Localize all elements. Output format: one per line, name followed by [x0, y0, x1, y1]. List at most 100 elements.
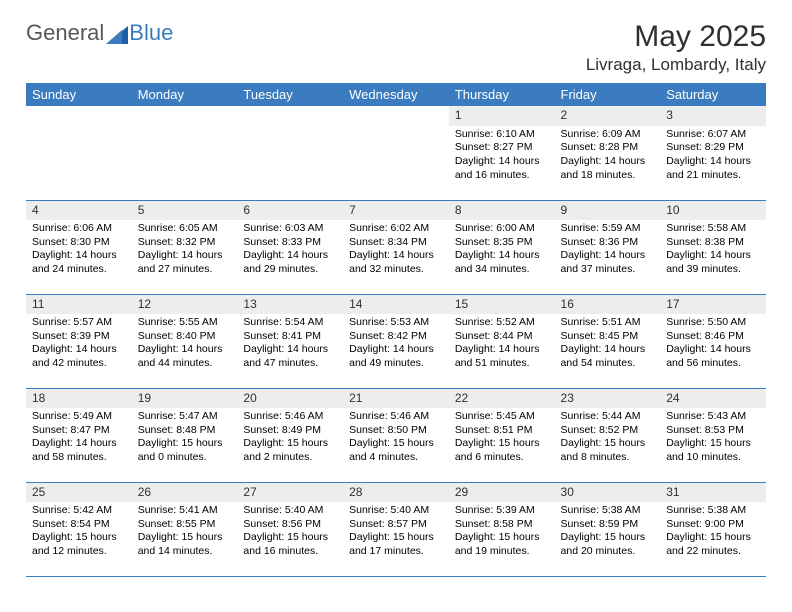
- calendar-cell: 27Sunrise: 5:40 AMSunset: 8:56 PMDayligh…: [237, 482, 343, 576]
- sunrise-text: Sunrise: 5:38 AM: [666, 504, 760, 518]
- day-number: 31: [660, 483, 766, 503]
- sunrise-text: Sunrise: 5:54 AM: [243, 316, 337, 330]
- day-number: 18: [26, 389, 132, 409]
- sunset-text: Sunset: 8:36 PM: [561, 236, 655, 250]
- calendar-cell: 18Sunrise: 5:49 AMSunset: 8:47 PMDayligh…: [26, 388, 132, 482]
- day-details: Sunrise: 5:47 AMSunset: 8:48 PMDaylight:…: [132, 408, 238, 469]
- sunrise-text: Sunrise: 6:09 AM: [561, 128, 655, 142]
- header: General Blue May 2025 Livraga, Lombardy,…: [26, 20, 766, 75]
- day-number: 9: [555, 201, 661, 221]
- day-number: 27: [237, 483, 343, 503]
- calendar-cell: 21Sunrise: 5:46 AMSunset: 8:50 PMDayligh…: [343, 388, 449, 482]
- day-details: Sunrise: 5:46 AMSunset: 8:50 PMDaylight:…: [343, 408, 449, 469]
- day-number: 15: [449, 295, 555, 315]
- day-number: 3: [660, 106, 766, 126]
- sunrise-text: Sunrise: 5:51 AM: [561, 316, 655, 330]
- calendar-cell: [237, 106, 343, 200]
- daylight-text: Daylight: 14 hours and 39 minutes.: [666, 249, 760, 276]
- daylight-text: Daylight: 15 hours and 12 minutes.: [32, 531, 126, 558]
- day-header: Friday: [555, 83, 661, 106]
- day-number: 30: [555, 483, 661, 503]
- sunrise-text: Sunrise: 5:53 AM: [349, 316, 443, 330]
- day-details: Sunrise: 5:38 AMSunset: 9:00 PMDaylight:…: [660, 502, 766, 563]
- sunset-text: Sunset: 8:51 PM: [455, 424, 549, 438]
- calendar-cell: 25Sunrise: 5:42 AMSunset: 8:54 PMDayligh…: [26, 482, 132, 576]
- day-number: 17: [660, 295, 766, 315]
- day-details: Sunrise: 5:58 AMSunset: 8:38 PMDaylight:…: [660, 220, 766, 281]
- sunrise-text: Sunrise: 5:46 AM: [349, 410, 443, 424]
- calendar-cell: 19Sunrise: 5:47 AMSunset: 8:48 PMDayligh…: [132, 388, 238, 482]
- day-number: 11: [26, 295, 132, 315]
- daylight-text: Daylight: 14 hours and 47 minutes.: [243, 343, 337, 370]
- logo-sail-icon: [106, 24, 128, 42]
- calendar-cell: 16Sunrise: 5:51 AMSunset: 8:45 PMDayligh…: [555, 294, 661, 388]
- sunrise-text: Sunrise: 5:40 AM: [349, 504, 443, 518]
- day-number: 6: [237, 201, 343, 221]
- calendar-cell: 31Sunrise: 5:38 AMSunset: 9:00 PMDayligh…: [660, 482, 766, 576]
- sunset-text: Sunset: 8:54 PM: [32, 518, 126, 532]
- sunset-text: Sunset: 8:48 PM: [138, 424, 232, 438]
- day-number: 20: [237, 389, 343, 409]
- calendar-cell: 6Sunrise: 6:03 AMSunset: 8:33 PMDaylight…: [237, 200, 343, 294]
- sunrise-text: Sunrise: 6:00 AM: [455, 222, 549, 236]
- day-number: 5: [132, 201, 238, 221]
- sunrise-text: Sunrise: 5:57 AM: [32, 316, 126, 330]
- daylight-text: Daylight: 14 hours and 51 minutes.: [455, 343, 549, 370]
- calendar-cell: 14Sunrise: 5:53 AMSunset: 8:42 PMDayligh…: [343, 294, 449, 388]
- day-details: Sunrise: 6:05 AMSunset: 8:32 PMDaylight:…: [132, 220, 238, 281]
- day-number: 1: [449, 106, 555, 126]
- daylight-text: Daylight: 14 hours and 16 minutes.: [455, 155, 549, 182]
- sunset-text: Sunset: 8:33 PM: [243, 236, 337, 250]
- daylight-text: Daylight: 15 hours and 16 minutes.: [243, 531, 337, 558]
- daylight-text: Daylight: 14 hours and 49 minutes.: [349, 343, 443, 370]
- calendar-cell: 13Sunrise: 5:54 AMSunset: 8:41 PMDayligh…: [237, 294, 343, 388]
- calendar-cell: 1Sunrise: 6:10 AMSunset: 8:27 PMDaylight…: [449, 106, 555, 200]
- day-details: Sunrise: 5:52 AMSunset: 8:44 PMDaylight:…: [449, 314, 555, 375]
- day-details: Sunrise: 6:00 AMSunset: 8:35 PMDaylight:…: [449, 220, 555, 281]
- daylight-text: Daylight: 15 hours and 10 minutes.: [666, 437, 760, 464]
- day-number: 26: [132, 483, 238, 503]
- calendar-cell: 9Sunrise: 5:59 AMSunset: 8:36 PMDaylight…: [555, 200, 661, 294]
- sunrise-text: Sunrise: 5:46 AM: [243, 410, 337, 424]
- day-number: 4: [26, 201, 132, 221]
- sunset-text: Sunset: 8:39 PM: [32, 330, 126, 344]
- day-number: 28: [343, 483, 449, 503]
- calendar-cell: 3Sunrise: 6:07 AMSunset: 8:29 PMDaylight…: [660, 106, 766, 200]
- sunrise-text: Sunrise: 5:47 AM: [138, 410, 232, 424]
- daylight-text: Daylight: 15 hours and 6 minutes.: [455, 437, 549, 464]
- daylight-text: Daylight: 15 hours and 8 minutes.: [561, 437, 655, 464]
- calendar-cell: 8Sunrise: 6:00 AMSunset: 8:35 PMDaylight…: [449, 200, 555, 294]
- sunset-text: Sunset: 8:27 PM: [455, 141, 549, 155]
- calendar-week: 11Sunrise: 5:57 AMSunset: 8:39 PMDayligh…: [26, 294, 766, 388]
- day-details: Sunrise: 5:43 AMSunset: 8:53 PMDaylight:…: [660, 408, 766, 469]
- sunset-text: Sunset: 8:59 PM: [561, 518, 655, 532]
- sunset-text: Sunset: 8:32 PM: [138, 236, 232, 250]
- daylight-text: Daylight: 14 hours and 58 minutes.: [32, 437, 126, 464]
- day-number: 25: [26, 483, 132, 503]
- calendar-cell: 2Sunrise: 6:09 AMSunset: 8:28 PMDaylight…: [555, 106, 661, 200]
- day-number: 19: [132, 389, 238, 409]
- day-details: Sunrise: 5:46 AMSunset: 8:49 PMDaylight:…: [237, 408, 343, 469]
- day-details: Sunrise: 5:57 AMSunset: 8:39 PMDaylight:…: [26, 314, 132, 375]
- sunrise-text: Sunrise: 5:38 AM: [561, 504, 655, 518]
- sunrise-text: Sunrise: 5:50 AM: [666, 316, 760, 330]
- daylight-text: Daylight: 14 hours and 34 minutes.: [455, 249, 549, 276]
- calendar-week: 18Sunrise: 5:49 AMSunset: 8:47 PMDayligh…: [26, 388, 766, 482]
- daylight-text: Daylight: 15 hours and 2 minutes.: [243, 437, 337, 464]
- daylight-text: Daylight: 14 hours and 18 minutes.: [561, 155, 655, 182]
- day-number: 7: [343, 201, 449, 221]
- day-number: 14: [343, 295, 449, 315]
- day-details: Sunrise: 5:40 AMSunset: 8:57 PMDaylight:…: [343, 502, 449, 563]
- calendar-cell: 10Sunrise: 5:58 AMSunset: 8:38 PMDayligh…: [660, 200, 766, 294]
- daylight-text: Daylight: 15 hours and 4 minutes.: [349, 437, 443, 464]
- calendar-cell: 4Sunrise: 6:06 AMSunset: 8:30 PMDaylight…: [26, 200, 132, 294]
- day-details: Sunrise: 5:53 AMSunset: 8:42 PMDaylight:…: [343, 314, 449, 375]
- sunset-text: Sunset: 8:56 PM: [243, 518, 337, 532]
- logo-text-2: Blue: [129, 20, 173, 46]
- day-details: Sunrise: 5:39 AMSunset: 8:58 PMDaylight:…: [449, 502, 555, 563]
- day-details: Sunrise: 5:40 AMSunset: 8:56 PMDaylight:…: [237, 502, 343, 563]
- sunrise-text: Sunrise: 6:07 AM: [666, 128, 760, 142]
- calendar-cell: 24Sunrise: 5:43 AMSunset: 8:53 PMDayligh…: [660, 388, 766, 482]
- sunset-text: Sunset: 8:57 PM: [349, 518, 443, 532]
- sunset-text: Sunset: 8:46 PM: [666, 330, 760, 344]
